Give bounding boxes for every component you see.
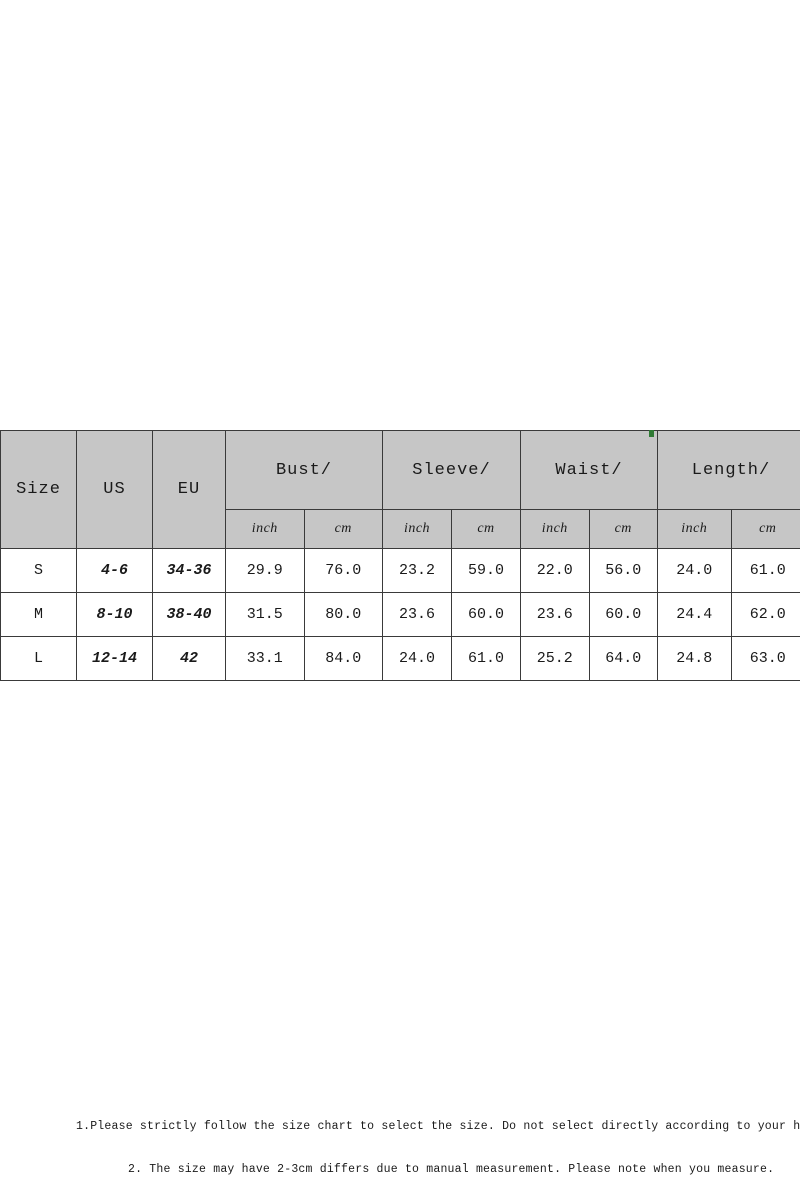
subheader-bust-cm: cm [303,509,383,549]
cell-sleeve-inch: 23.6 [382,592,452,637]
cell-sleeve-inch: 23.2 [382,548,452,593]
cell-eu: 42 [152,636,226,681]
cell-length-inch: 24.4 [657,592,732,637]
cell-waist-cm: 64.0 [588,636,658,681]
cell-bust-inch: 29.9 [225,548,305,593]
header-eu: EU [152,430,226,549]
cell-length-cm: 62.0 [730,592,800,637]
cell-sleeve-inch: 24.0 [382,636,452,681]
subheader-length-cm: cm [730,509,800,549]
cell-sleeve-cm: 59.0 [451,548,521,593]
table-header-row: Size US EU Bust/ Sleeve/ Waist/ Length/ [0,430,800,549]
cell-length-inch: 24.8 [657,636,732,681]
cell-sleeve-cm: 61.0 [451,636,521,681]
table-row: S 4-6 34-36 29.9 76.0 23.2 59.0 22.0 56.… [0,548,800,593]
cell-length-cm: 63.0 [730,636,800,681]
note-line-1: 1.Please strictly follow the size chart … [76,1120,800,1133]
cell-waist-inch: 22.0 [520,548,590,593]
header-group-length: Length/ [657,430,800,510]
cell-waist-inch: 25.2 [520,636,590,681]
cell-bust-cm: 80.0 [303,592,383,637]
cell-waist-inch: 23.6 [520,592,590,637]
cell-length-inch: 24.0 [657,548,732,593]
header-group-sleeve: Sleeve/ [382,430,521,510]
subheader-sleeve-cm: cm [451,509,521,549]
size-chart-table: Size US EU Bust/ Sleeve/ Waist/ Length/ … [0,430,800,681]
green-artifact-mark [649,430,654,437]
note-line-2: 2. The size may have 2-3cm differs due t… [128,1163,775,1176]
cell-eu: 38-40 [152,592,226,637]
cell-length-cm: 61.0 [730,548,800,593]
cell-bust-inch: 31.5 [225,592,305,637]
table-row: M 8-10 38-40 31.5 80.0 23.6 60.0 23.6 60… [0,592,800,637]
subheader-waist-inch: inch [520,509,590,549]
cell-bust-cm: 76.0 [303,548,383,593]
table-row: L 12-14 42 33.1 84.0 24.0 61.0 25.2 64.0… [0,636,800,681]
subheader-bust-inch: inch [225,509,305,549]
cell-bust-inch: 33.1 [225,636,305,681]
notes-section: 1.Please strictly follow the size chart … [0,1120,800,1176]
cell-eu: 34-36 [152,548,226,593]
cell-size: S [0,548,77,593]
cell-waist-cm: 56.0 [588,548,658,593]
table-subheader-row: inch cm inch cm inch cm inch cm [1,509,800,549]
cell-us: 4-6 [76,548,153,593]
cell-us: 8-10 [76,592,153,637]
header-group-waist: Waist/ [520,430,658,510]
subheader-sleeve-inch: inch [382,509,452,549]
cell-sleeve-cm: 60.0 [451,592,521,637]
cell-size: M [0,592,77,637]
size-chart-container: Size US EU Bust/ Sleeve/ Waist/ Length/ … [0,430,800,1176]
header-group-bust: Bust/ [225,430,383,510]
subheader-length-inch: inch [657,509,732,549]
cell-bust-cm: 84.0 [303,636,383,681]
cell-us: 12-14 [76,636,153,681]
header-size: Size [0,430,77,549]
subheader-waist-cm: cm [588,509,658,549]
cell-waist-cm: 60.0 [588,592,658,637]
cell-size: L [0,636,77,681]
header-us: US [76,430,153,549]
